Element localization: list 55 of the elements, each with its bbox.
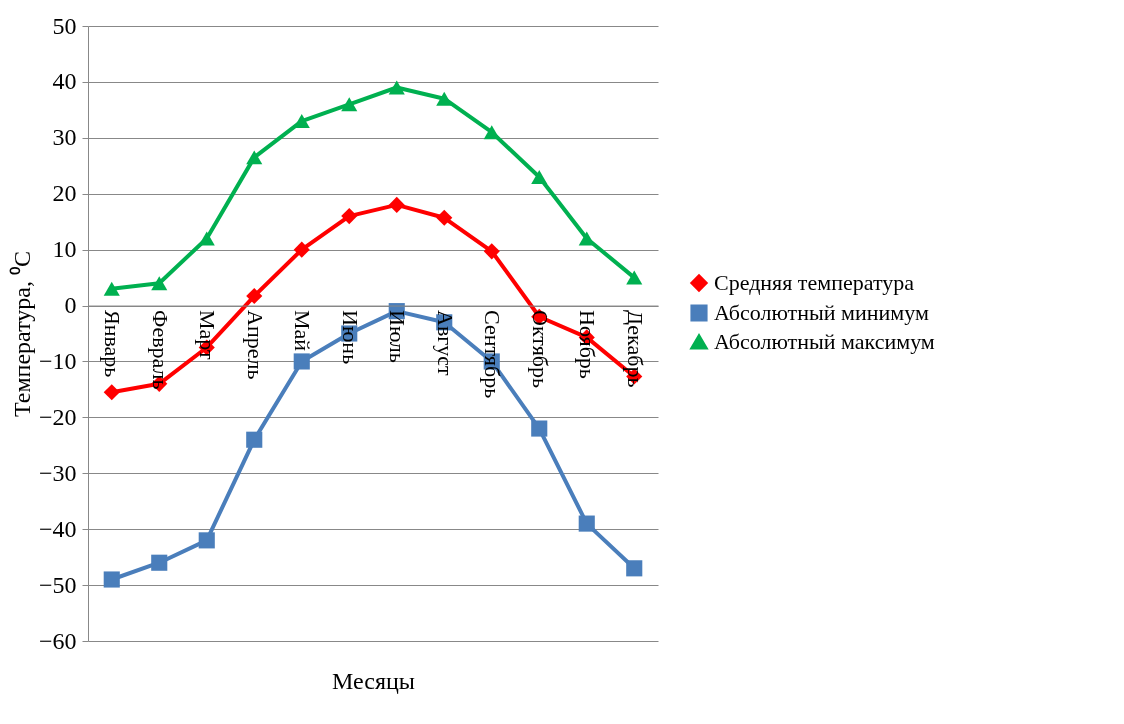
y-tick-label: 0 bbox=[64, 292, 77, 319]
point bbox=[531, 169, 548, 184]
point bbox=[151, 554, 168, 571]
y-tick-label: 20 bbox=[52, 180, 77, 207]
x-tick-label: Июль bbox=[385, 310, 411, 363]
x-tick-label: Январь bbox=[100, 310, 126, 378]
x-tick-label: Март bbox=[195, 310, 221, 361]
point bbox=[103, 571, 120, 588]
point bbox=[246, 287, 263, 305]
y-tick-label: −10 bbox=[38, 347, 77, 374]
x-tick-label: Апрель bbox=[242, 310, 268, 380]
point bbox=[626, 560, 643, 577]
y-tick-label: 30 bbox=[52, 124, 77, 151]
point bbox=[436, 91, 453, 106]
point bbox=[103, 281, 120, 296]
y-tick-label: −50 bbox=[38, 571, 77, 598]
legend-label: Абсолютный минимум bbox=[714, 300, 929, 325]
x-tick-label: Август bbox=[432, 310, 458, 377]
legend-label: Абсолютный максимум bbox=[714, 329, 935, 354]
point bbox=[578, 231, 595, 246]
x-tick-label: Октябрь bbox=[527, 310, 553, 389]
point bbox=[293, 241, 310, 258]
y-tick-label: −20 bbox=[38, 403, 77, 430]
point bbox=[246, 431, 263, 448]
point bbox=[198, 231, 215, 246]
point bbox=[483, 243, 500, 260]
point bbox=[388, 80, 405, 95]
point bbox=[246, 150, 263, 165]
point bbox=[151, 276, 168, 291]
point bbox=[341, 97, 358, 112]
x-tick-label: Декабрь bbox=[622, 310, 648, 388]
point bbox=[626, 270, 643, 285]
x-tick-label: Июнь bbox=[337, 310, 363, 365]
x-tick-label: Ноябрь bbox=[575, 310, 601, 379]
x-tick-label: Сентябрь bbox=[480, 310, 506, 399]
y-tick-label: 10 bbox=[52, 236, 77, 263]
point bbox=[578, 515, 595, 532]
point bbox=[198, 532, 215, 549]
y-tick-label: −60 bbox=[38, 627, 77, 654]
point bbox=[531, 420, 548, 437]
x-tick-label: Май bbox=[290, 310, 316, 352]
point bbox=[341, 208, 358, 225]
x-axis-title: Месяцы bbox=[332, 667, 415, 694]
point bbox=[483, 125, 500, 140]
y-tick-label: −30 bbox=[38, 459, 77, 486]
point bbox=[293, 353, 310, 370]
y-tick-label: −40 bbox=[38, 515, 77, 542]
x-tick-label: Февраль bbox=[147, 310, 173, 390]
point bbox=[103, 384, 120, 401]
legend-label: Средняя температура bbox=[714, 270, 915, 295]
point bbox=[388, 196, 405, 213]
y-tick-label: 50 bbox=[52, 12, 77, 39]
y-axis-title: Температура, ⁰C bbox=[8, 251, 35, 417]
point bbox=[436, 209, 453, 226]
y-tick-label: 40 bbox=[52, 68, 77, 95]
